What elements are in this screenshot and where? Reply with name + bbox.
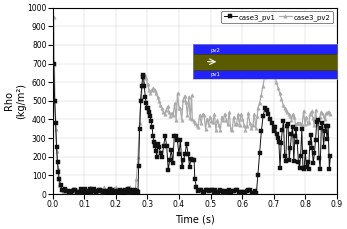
- case3_pv1: [79, 188, 83, 190]
- case3_pv2: [52, 62, 57, 65]
- case3_pv1: [54, 146, 59, 149]
- X-axis label: Time (s): Time (s): [175, 215, 215, 225]
- case3_pv1: [328, 155, 332, 158]
- case3_pv1: [311, 162, 315, 164]
- Y-axis label: Rho
(kg/m²): Rho (kg/m²): [4, 83, 26, 119]
- Line: case3_pv2: case3_pv2: [52, 15, 332, 196]
- case3_pv2: [143, 73, 147, 76]
- Legend: case3_pv1, case3_pv2: case3_pv1, case3_pv2: [221, 11, 333, 23]
- case3_pv2: [322, 115, 326, 117]
- case3_pv1: [133, 189, 137, 192]
- case3_pv2: [62, 192, 67, 195]
- case3_pv1: [154, 150, 158, 153]
- Line: case3_pv1: case3_pv1: [52, 62, 332, 196]
- case3_pv1: [237, 193, 241, 195]
- case3_pv2: [150, 88, 154, 91]
- case3_pv1: [96, 188, 101, 191]
- case3_pv2: [79, 191, 84, 194]
- case3_pv2: [158, 103, 162, 106]
- case3_pv2: [328, 113, 332, 116]
- case3_pv2: [52, 16, 56, 18]
- case3_pv1: [52, 62, 56, 65]
